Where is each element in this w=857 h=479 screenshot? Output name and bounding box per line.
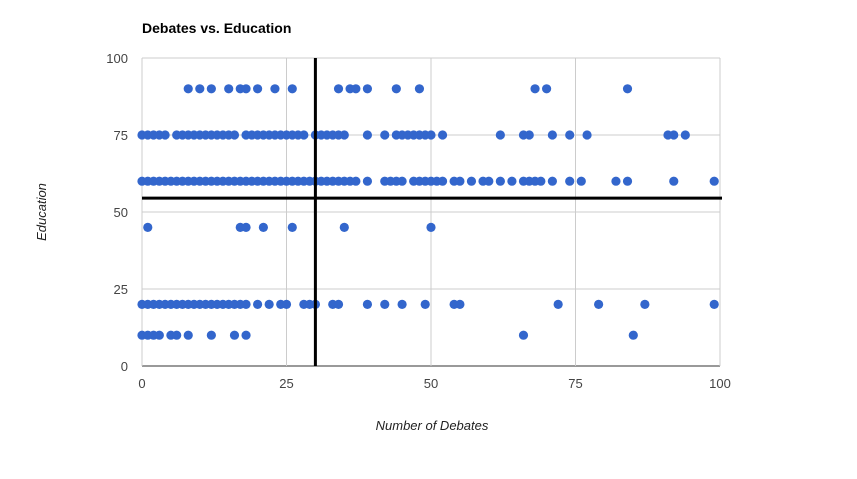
data-point bbox=[455, 176, 465, 186]
y-tick-label: 100 bbox=[106, 51, 128, 66]
data-point bbox=[622, 176, 633, 186]
data-point bbox=[229, 330, 240, 340]
data-point bbox=[547, 176, 557, 186]
data-point bbox=[172, 330, 182, 340]
data-point bbox=[507, 176, 517, 186]
data-point bbox=[426, 130, 436, 140]
data-point bbox=[628, 330, 638, 340]
data-point bbox=[195, 84, 205, 94]
y-tick-label: 0 bbox=[121, 359, 128, 374]
data-point bbox=[594, 299, 604, 309]
data-point bbox=[495, 176, 505, 186]
data-point bbox=[270, 84, 280, 94]
data-point bbox=[484, 176, 494, 186]
x-tick-label: 50 bbox=[424, 376, 438, 391]
data-point bbox=[333, 84, 344, 94]
data-point bbox=[299, 130, 309, 140]
data-point bbox=[518, 330, 529, 340]
data-point bbox=[495, 130, 505, 140]
data-point bbox=[206, 84, 216, 94]
data-point bbox=[241, 330, 251, 340]
data-point bbox=[524, 130, 534, 140]
data-point bbox=[391, 84, 401, 94]
data-point bbox=[362, 299, 373, 309]
data-point bbox=[339, 130, 349, 140]
data-point bbox=[622, 84, 633, 94]
x-tick-label: 75 bbox=[568, 376, 582, 391]
data-point bbox=[611, 176, 621, 186]
data-point bbox=[669, 130, 679, 140]
chart-title: Debates vs. Education bbox=[142, 20, 291, 36]
y-tick-label: 75 bbox=[114, 128, 128, 143]
data-point bbox=[229, 130, 240, 140]
data-point bbox=[397, 176, 407, 186]
x-tick-label: 25 bbox=[279, 376, 293, 391]
data-point bbox=[420, 299, 430, 309]
data-point bbox=[553, 299, 563, 309]
data-point bbox=[362, 84, 373, 94]
data-point bbox=[565, 130, 575, 140]
data-points bbox=[137, 84, 719, 340]
data-point bbox=[414, 84, 425, 94]
x-axis-label: Number of Debates bbox=[376, 418, 489, 433]
y-tick-label: 50 bbox=[114, 205, 128, 220]
data-point bbox=[680, 130, 690, 140]
data-point bbox=[154, 330, 164, 340]
data-point bbox=[380, 299, 390, 309]
data-point bbox=[565, 176, 575, 186]
data-point bbox=[669, 176, 679, 186]
data-point bbox=[437, 176, 448, 186]
data-point bbox=[333, 299, 344, 309]
data-point bbox=[530, 84, 540, 94]
data-point bbox=[253, 299, 263, 309]
data-point bbox=[351, 176, 361, 186]
reference-lines bbox=[142, 58, 722, 366]
data-point bbox=[709, 176, 719, 186]
data-point bbox=[576, 176, 586, 186]
data-point bbox=[241, 299, 251, 309]
data-point bbox=[426, 222, 436, 232]
data-point bbox=[160, 130, 170, 140]
data-point bbox=[455, 299, 465, 309]
y-axis-label: Education bbox=[34, 183, 49, 241]
data-point bbox=[547, 130, 557, 140]
data-point bbox=[542, 84, 552, 94]
data-point bbox=[287, 222, 297, 232]
data-point bbox=[437, 130, 448, 140]
data-point bbox=[264, 299, 274, 309]
data-point bbox=[241, 222, 251, 232]
data-point bbox=[380, 130, 390, 140]
x-tick-label: 100 bbox=[709, 376, 731, 391]
data-point bbox=[351, 84, 361, 94]
data-point bbox=[183, 84, 193, 94]
data-point bbox=[362, 176, 373, 186]
data-point bbox=[258, 222, 268, 232]
data-point bbox=[253, 84, 263, 94]
data-point bbox=[206, 330, 216, 340]
data-point bbox=[183, 330, 193, 340]
data-point bbox=[362, 130, 373, 140]
data-point bbox=[143, 222, 153, 232]
data-point bbox=[339, 222, 349, 232]
data-point bbox=[582, 130, 592, 140]
x-axis-ticks: 0 25 50 75 100 bbox=[138, 376, 730, 391]
data-point bbox=[281, 299, 292, 309]
x-tick-label: 0 bbox=[138, 376, 145, 391]
data-point bbox=[466, 176, 477, 186]
data-point bbox=[709, 299, 719, 309]
y-axis-ticks: 0 25 50 75 100 bbox=[106, 51, 128, 374]
gridlines bbox=[141, 57, 721, 367]
data-point bbox=[224, 84, 234, 94]
data-point bbox=[640, 299, 650, 309]
data-point bbox=[536, 176, 546, 186]
data-point bbox=[397, 299, 407, 309]
y-tick-label: 25 bbox=[114, 282, 128, 297]
data-point bbox=[241, 84, 251, 94]
data-point bbox=[287, 84, 297, 94]
